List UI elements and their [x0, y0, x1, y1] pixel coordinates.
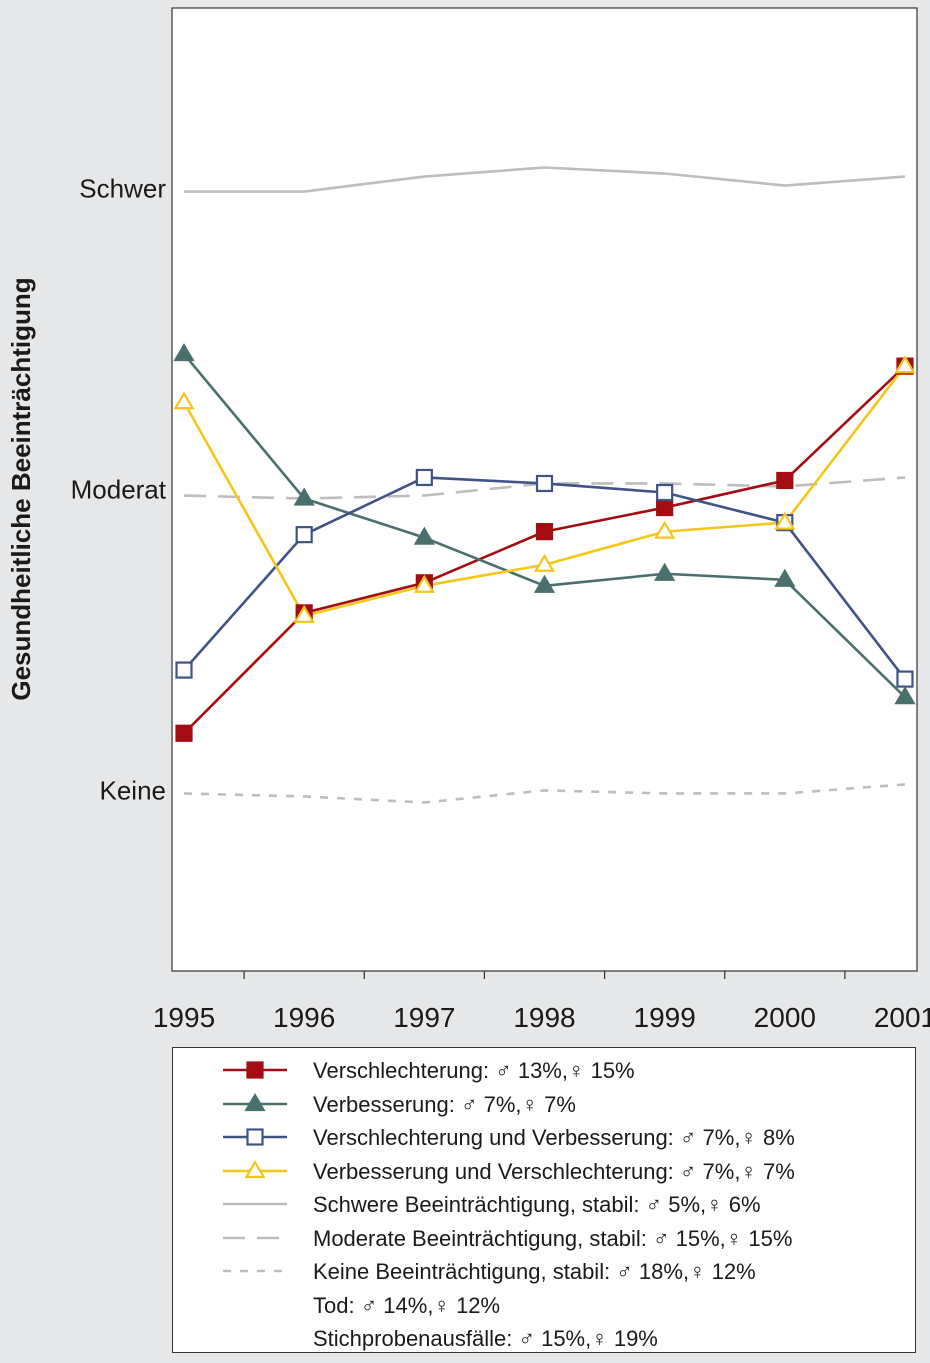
x-tick-label: 2001	[874, 1002, 930, 1033]
x-tick-label: 1995	[153, 1002, 215, 1033]
data-point	[774, 568, 796, 587]
legend-symbol	[223, 1236, 287, 1239]
data-point	[894, 686, 916, 705]
data-point	[535, 523, 554, 541]
data-point	[894, 355, 916, 374]
legend-symbol	[223, 1159, 287, 1178]
y-tick-label: Schwer	[79, 174, 166, 204]
legend-symbol	[223, 1061, 287, 1079]
data-point	[776, 471, 794, 490]
x-tick-label: 1997	[393, 1002, 455, 1033]
legend-label: Stichprobenausfälle: ♂ 15%,♀ 19%	[313, 1326, 658, 1351]
legend-label: Verschlechterung: ♂ 13%,♀ 15%	[313, 1058, 635, 1083]
data-point	[535, 474, 554, 493]
data-point	[246, 1061, 264, 1079]
y-axis-label: Gesundheitliche Beeinträchtigung	[6, 277, 36, 700]
legend-item: Verbesserung und Verschlechterung: ♂ 7%,…	[173, 1153, 913, 1187]
legend-label: Verbesserung und Verschlechterung: ♂ 7%,…	[313, 1158, 795, 1184]
legend-item: Verschlechterung und Verbesserung: ♂ 7%,…	[173, 1119, 913, 1153]
series-line-keine-beeintr-chtigung-stabil	[183, 783, 906, 804]
x-axis: 1995 1996 1997 1998 1999 2000 2001	[153, 971, 930, 1033]
data-point	[533, 553, 556, 572]
data-point	[175, 724, 193, 742]
data-point	[244, 1092, 266, 1111]
y-tick-label: Keine	[100, 775, 167, 805]
chart: 1995 1996 1997 1998 1999 2000 2001 Keine Modera…	[6, 7, 930, 1033]
x-tick-label: 1996	[273, 1002, 335, 1033]
legend: Verschlechterung: ♂ 13%,♀ 15% Verbesserun…	[172, 1047, 916, 1353]
data-point	[654, 520, 676, 539]
legend-symbol	[223, 1202, 287, 1206]
data-point	[656, 498, 674, 517]
legend-item: Verschlechterung: ♂ 13%,♀ 15%	[173, 1052, 913, 1086]
data-point	[415, 468, 433, 487]
data-point	[246, 1128, 264, 1146]
legend-label: Keine Beeinträchtigung, stabil: ♂ 18%,♀ …	[313, 1259, 756, 1284]
legend-item: Schwere Beeinträchtigung, stabil: ♂ 5%,♀…	[173, 1186, 913, 1220]
legend-symbol	[223, 1269, 287, 1273]
legend-item: Moderate Beeinträchtigung, stabil: ♂ 15%…	[173, 1220, 913, 1254]
data-point	[293, 487, 315, 506]
legend-label: Verschlechterung und Verbesserung: ♂ 7%,…	[313, 1125, 795, 1150]
legend-label: Tod: ♂ 14%,♀ 12%	[313, 1292, 501, 1318]
legend-item: Keine Beeinträchtigung, stabil: ♂ 18%,♀ …	[173, 1253, 913, 1287]
data-point	[293, 604, 315, 623]
legend-symbol	[223, 1092, 287, 1111]
legend-label: Schwere Beeinträchtigung, stabil: ♂ 5%,♀…	[313, 1192, 761, 1217]
data-point	[173, 391, 195, 410]
series-line-schwere-beeintr-chtigung-stabil	[184, 166, 906, 193]
y-tick-label: Moderat	[71, 475, 167, 505]
legend-symbol	[223, 1128, 287, 1146]
data-point	[654, 562, 676, 581]
x-tick-label: 1998	[513, 1002, 575, 1033]
legend-item: Tod: ♂ 14%,♀ 12%	[173, 1287, 913, 1321]
data-point	[244, 1159, 266, 1178]
data-point	[295, 526, 313, 544]
legend-item: Verbesserung: ♂ 7%,♀ 7%	[173, 1086, 913, 1120]
x-tick-label: 1999	[634, 1002, 696, 1033]
data-point	[173, 343, 195, 362]
x-tick-label: 2000	[754, 1002, 816, 1033]
legend-label: Verbesserung: ♂ 7%,♀ 7%	[313, 1091, 576, 1117]
data-point	[413, 526, 435, 545]
data-point	[533, 574, 556, 593]
data-point	[896, 670, 914, 688]
data-point	[656, 483, 674, 502]
series-markers	[173, 343, 916, 742]
data-point	[774, 511, 796, 530]
legend-item: Stichprobenausfälle: ♂ 15%,♀ 19%	[173, 1320, 913, 1354]
y-axis: Keine Moderat Schwer	[71, 174, 167, 806]
data-point	[413, 574, 435, 593]
legend-label: Moderate Beeinträchtigung, stabil: ♂ 15%…	[313, 1225, 793, 1251]
data-point	[175, 661, 193, 679]
